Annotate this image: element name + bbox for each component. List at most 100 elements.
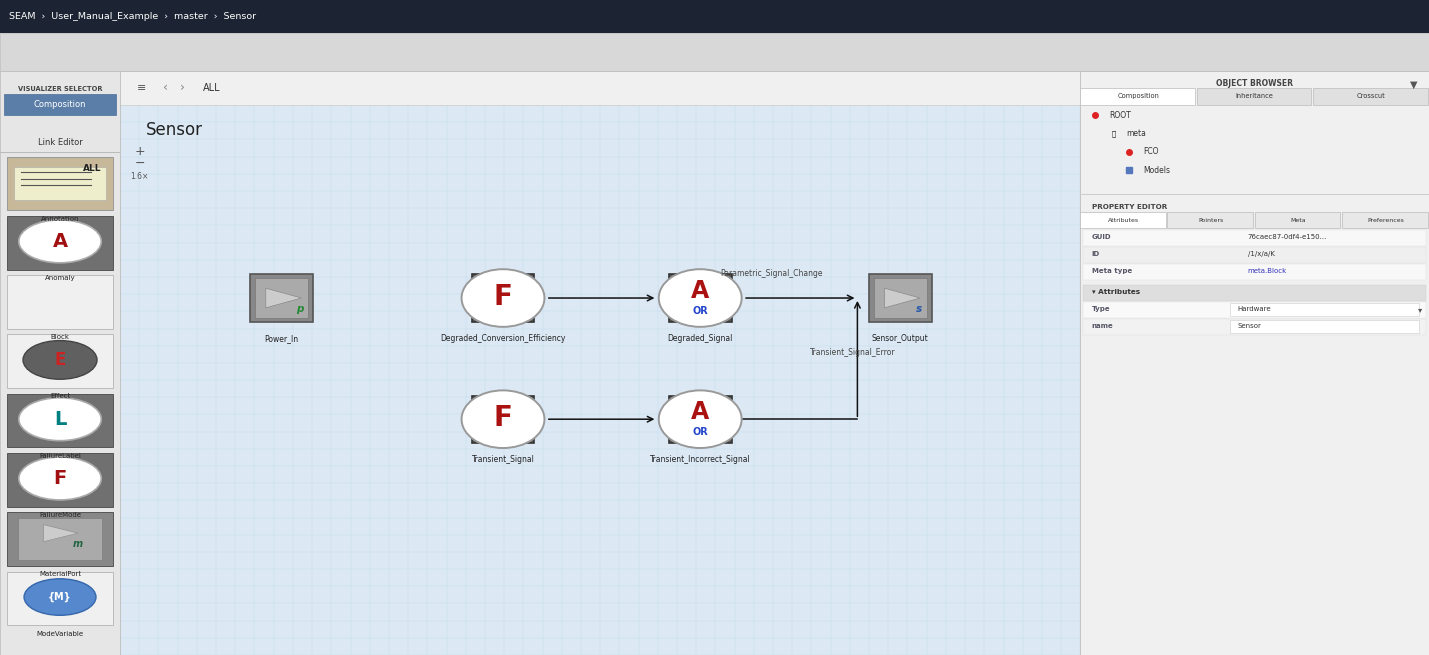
Bar (7, 394, 113, 447)
Text: ModeVariable: ModeVariable (37, 631, 83, 637)
Text: 📁: 📁 (1112, 130, 1116, 137)
Bar (256, 278, 307, 318)
Bar (1083, 230, 1426, 246)
Text: F: F (53, 469, 67, 488)
Bar (120, 71, 1080, 655)
Bar (1167, 212, 1253, 228)
Text: ›: › (180, 81, 184, 94)
Text: s: s (916, 304, 922, 314)
Bar (43, 162, 66, 176)
Text: Preferences: Preferences (1368, 217, 1403, 223)
Text: Type: Type (1092, 306, 1110, 312)
Bar (1230, 303, 1419, 316)
Text: Transient_Incorrect_Signal: Transient_Incorrect_Signal (650, 455, 750, 464)
Text: Annotation: Annotation (41, 215, 79, 221)
Text: meta: meta (1126, 129, 1146, 138)
Bar (7, 453, 113, 507)
Text: Hardware: Hardware (1238, 306, 1270, 312)
Text: ▾ Attributes: ▾ Attributes (1092, 289, 1140, 295)
Text: VISUALIZER SELECTOR: VISUALIZER SELECTOR (17, 86, 103, 92)
Ellipse shape (659, 269, 742, 327)
Bar (1255, 212, 1340, 228)
Text: ≡: ≡ (137, 83, 147, 93)
Text: ID: ID (1092, 251, 1100, 257)
Text: GUID: GUID (1092, 234, 1112, 240)
Bar (1083, 247, 1426, 263)
Text: ROOT: ROOT (1109, 111, 1130, 120)
Text: {M}: {M} (49, 592, 71, 602)
Text: Composition: Composition (1117, 93, 1159, 100)
Bar (1080, 71, 1429, 655)
Text: Degraded_Conversion_Efficiency: Degraded_Conversion_Efficiency (440, 334, 566, 343)
Text: −: − (134, 157, 144, 170)
Text: ▾: ▾ (1418, 305, 1422, 314)
Bar (14, 166, 106, 200)
Ellipse shape (462, 269, 544, 327)
Polygon shape (266, 288, 302, 308)
Polygon shape (44, 525, 79, 542)
Text: ALL: ALL (203, 83, 220, 93)
Text: MaterialPort: MaterialPort (39, 571, 81, 577)
Text: ‹: ‹ (163, 81, 167, 94)
Bar (1083, 264, 1426, 280)
Bar (11, 162, 34, 176)
Bar (4, 94, 116, 115)
Text: A: A (692, 400, 709, 424)
Bar (0, 33, 1429, 71)
Text: Transient_Signal: Transient_Signal (472, 455, 534, 464)
Text: name: name (1092, 323, 1113, 329)
Text: ▼: ▼ (1410, 80, 1418, 90)
Text: Meta type: Meta type (1092, 268, 1132, 274)
Text: Attributes: Attributes (1109, 217, 1139, 223)
Text: FCO: FCO (1143, 147, 1159, 157)
Bar (1083, 302, 1426, 318)
Bar (875, 278, 926, 318)
Text: Block: Block (50, 334, 70, 340)
Polygon shape (885, 288, 920, 308)
Text: FailureLabel: FailureLabel (39, 453, 81, 458)
Ellipse shape (24, 579, 96, 615)
Ellipse shape (659, 390, 742, 448)
Bar (1230, 320, 1419, 333)
Text: F: F (493, 404, 513, 432)
Text: Anomaly: Anomaly (44, 275, 76, 281)
Bar (0, 71, 120, 655)
Bar (1083, 285, 1426, 301)
Text: A: A (53, 232, 67, 251)
Text: Link Editor: Link Editor (37, 138, 83, 147)
Text: SEAM  ›  User_Manual_Example  ›  master  ›  Sensor: SEAM › User_Manual_Example › master › Se… (9, 12, 256, 21)
Bar (472, 274, 534, 322)
Text: Pointers: Pointers (1199, 217, 1223, 223)
Bar (7, 572, 113, 626)
Text: E: E (54, 351, 66, 369)
Bar (869, 274, 932, 322)
Bar (120, 71, 1080, 105)
Text: OR: OR (692, 306, 709, 316)
Text: m: m (73, 538, 83, 549)
Text: Sensor: Sensor (1238, 323, 1262, 329)
Text: Parametric_Signal_Change: Parametric_Signal_Change (720, 269, 823, 278)
Bar (1313, 88, 1428, 105)
Text: Models: Models (1143, 166, 1170, 175)
Text: OR: OR (692, 427, 709, 438)
Text: ALL: ALL (83, 164, 101, 173)
Bar (1080, 88, 1195, 105)
Bar (0, 0, 1429, 33)
Bar (669, 396, 732, 443)
Text: L: L (54, 409, 66, 429)
Bar (1342, 212, 1428, 228)
Text: F: F (493, 283, 513, 310)
Bar (7, 157, 113, 210)
Text: /1/x/a/K: /1/x/a/K (1248, 251, 1275, 257)
Text: Degraded_Signal: Degraded_Signal (667, 334, 733, 343)
Text: Composition: Composition (34, 100, 86, 109)
Text: p: p (296, 304, 304, 314)
Bar (7, 335, 113, 388)
Bar (0, 152, 120, 153)
Ellipse shape (19, 220, 101, 263)
Ellipse shape (23, 341, 97, 379)
Text: Power_In: Power_In (264, 334, 299, 343)
Text: Inheritance: Inheritance (1236, 93, 1273, 100)
Text: Transient_Signal_Error: Transient_Signal_Error (810, 348, 896, 357)
Bar (17, 518, 103, 560)
